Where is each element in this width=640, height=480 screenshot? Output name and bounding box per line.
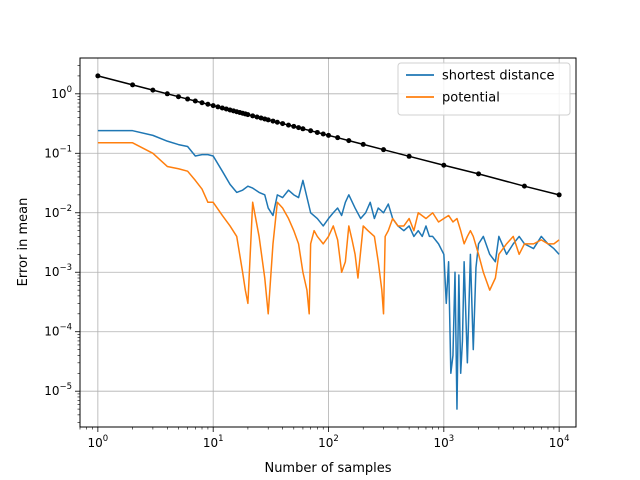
series-point-reference: [476, 171, 482, 177]
series-point-reference: [360, 141, 366, 147]
x-tick-base: 10: [318, 436, 333, 450]
y-tick-base: 10: [44, 146, 59, 160]
y-tick-base: 10: [44, 384, 59, 398]
series-point-reference: [326, 132, 332, 138]
x-tick-base: 10: [88, 436, 103, 450]
legend-label: shortest distance: [442, 69, 555, 84]
x-tick-label: 101: [203, 434, 224, 450]
x-tick-exponent: 3: [449, 434, 454, 444]
series-point-reference: [164, 91, 170, 97]
series-point-reference: [254, 114, 260, 120]
plot-frame: [79, 57, 577, 428]
series-point-reference: [175, 94, 181, 100]
y-tick-exponent: 0: [67, 85, 72, 95]
series-point-reference: [199, 100, 205, 106]
legend-box: [397, 62, 571, 116]
x-axis-ticks: 100 101 102 103 104: [79, 427, 570, 450]
y-tick-exponent: −2: [59, 204, 72, 214]
y-tick-exponent: −1: [59, 144, 72, 154]
series-line-potential: [97, 142, 560, 315]
series-point-reference: [296, 125, 302, 131]
series-point-reference: [381, 147, 387, 153]
x-tick-exponent: 1: [218, 434, 223, 444]
y-tick-exponent: −4: [59, 323, 72, 333]
y-tick-label: 10−4: [44, 323, 72, 339]
series-point-reference: [346, 138, 352, 144]
series-point-reference: [286, 122, 292, 128]
x-tick-exponent: 0: [103, 434, 108, 444]
x-tick-base: 10: [549, 436, 564, 450]
y-tick-label: 100: [51, 85, 72, 101]
series-point-reference: [192, 98, 198, 104]
x-axis-label: Number of samples: [264, 461, 391, 476]
series-point-reference: [556, 192, 562, 198]
series-point-reference: [95, 73, 101, 79]
series-point-reference: [265, 117, 271, 123]
legend: shortest distance potential: [397, 62, 571, 116]
series-point-reference: [280, 121, 286, 127]
series-line-shortest-distance: [97, 129, 560, 410]
series-point-reference: [245, 112, 251, 118]
series-point-reference: [300, 126, 306, 132]
x-tick-exponent: 4: [564, 434, 569, 444]
x-tick-base: 10: [203, 436, 218, 450]
y-tick-base: 10: [44, 325, 59, 339]
series-point-reference: [250, 113, 256, 119]
y-tick-label: 10−2: [44, 204, 72, 220]
y-tick-label: 10−3: [44, 263, 72, 279]
x-tick-label: 100: [88, 434, 109, 450]
y-tick-base: 10: [51, 87, 66, 101]
series-point-reference: [215, 104, 221, 110]
x-tick-base: 10: [433, 436, 448, 450]
y-tick-label: 10−5: [44, 382, 72, 398]
series-point-reference: [335, 135, 341, 141]
x-tick-exponent: 2: [333, 434, 338, 444]
y-tick-exponent: −5: [59, 382, 72, 392]
x-tick-label: 102: [318, 434, 339, 450]
series-point-reference: [205, 101, 211, 107]
series-point-reference: [219, 105, 225, 111]
y-tick-exponent: −3: [59, 263, 72, 273]
y-tick-base: 10: [44, 265, 59, 279]
series-point-reference: [210, 103, 216, 109]
series-point-reference: [130, 82, 136, 88]
series-point-reference: [314, 129, 320, 135]
series-point-reference: [308, 128, 314, 134]
x-tick-label: 104: [549, 434, 570, 450]
legend-label: potential: [442, 91, 500, 106]
y-axis-label: Error in mean: [16, 198, 31, 287]
series-point-reference: [521, 183, 527, 189]
series-point-reference: [150, 87, 156, 93]
series-point-reference: [270, 118, 276, 124]
series-point-reference: [185, 96, 191, 102]
series-point-reference: [441, 162, 447, 168]
series-point-reference: [320, 131, 326, 137]
series-point-reference: [274, 119, 280, 125]
y-tick-label: 10−1: [44, 144, 72, 160]
series-point-reference: [291, 123, 297, 129]
series-layer: [95, 73, 562, 410]
series-point-reference: [406, 153, 412, 159]
y-tick-base: 10: [44, 206, 59, 220]
x-tick-label: 103: [433, 434, 454, 450]
